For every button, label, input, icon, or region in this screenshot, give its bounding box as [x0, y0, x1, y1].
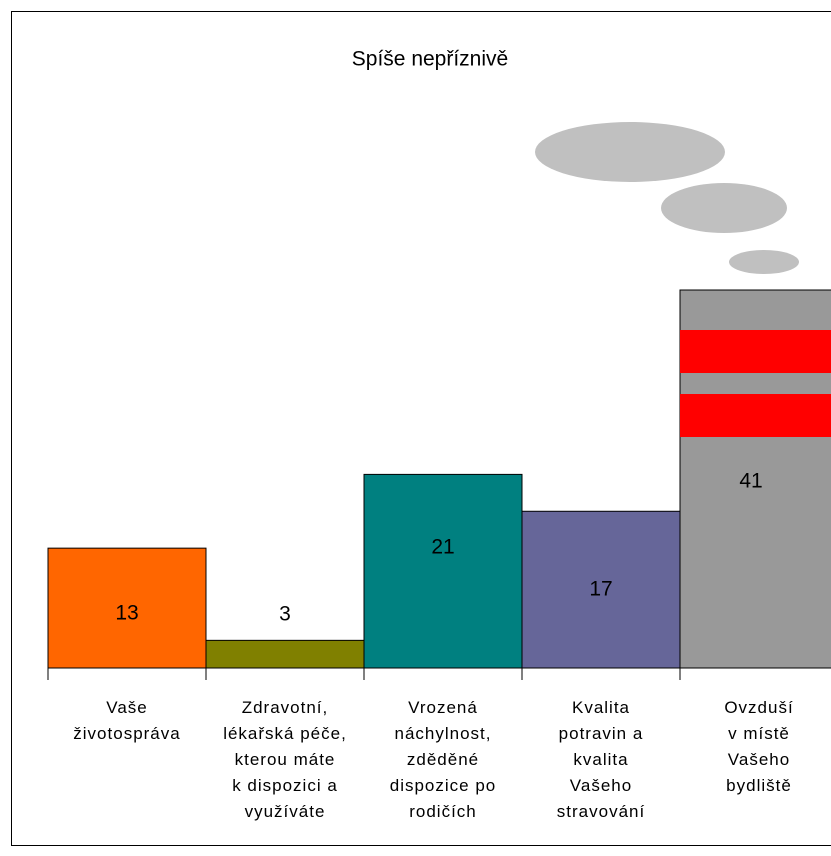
bar — [205, 639, 365, 669]
x-tick-label: Ovzduší v místě Vašeho bydliště — [724, 698, 794, 795]
bar — [521, 510, 681, 669]
x-tick-label: Zdravotní, lékařská péče, kterou máte k … — [223, 698, 347, 821]
smoke — [729, 250, 799, 274]
bar — [47, 547, 207, 669]
chart-title: Spíše nepříznivě — [352, 48, 508, 71]
x-tick-label: Kvalita potravin a kvalita Vašeho stravo… — [556, 698, 646, 821]
value-label: 41 — [739, 470, 762, 493]
smoke — [661, 183, 787, 233]
bar — [363, 473, 523, 669]
value-label: 3 — [279, 603, 291, 626]
smoke — [535, 122, 725, 182]
x-tick-label: Vaše životospráva — [73, 698, 181, 743]
value-label: 21 — [431, 536, 454, 559]
value-label: 13 — [115, 602, 138, 625]
x-tick-label: Vrozená náchylnost, zděděné dispozice po… — [389, 698, 497, 821]
chimney-stripe — [680, 330, 831, 373]
value-label: 17 — [589, 578, 612, 601]
chimney-stripe — [680, 394, 831, 437]
